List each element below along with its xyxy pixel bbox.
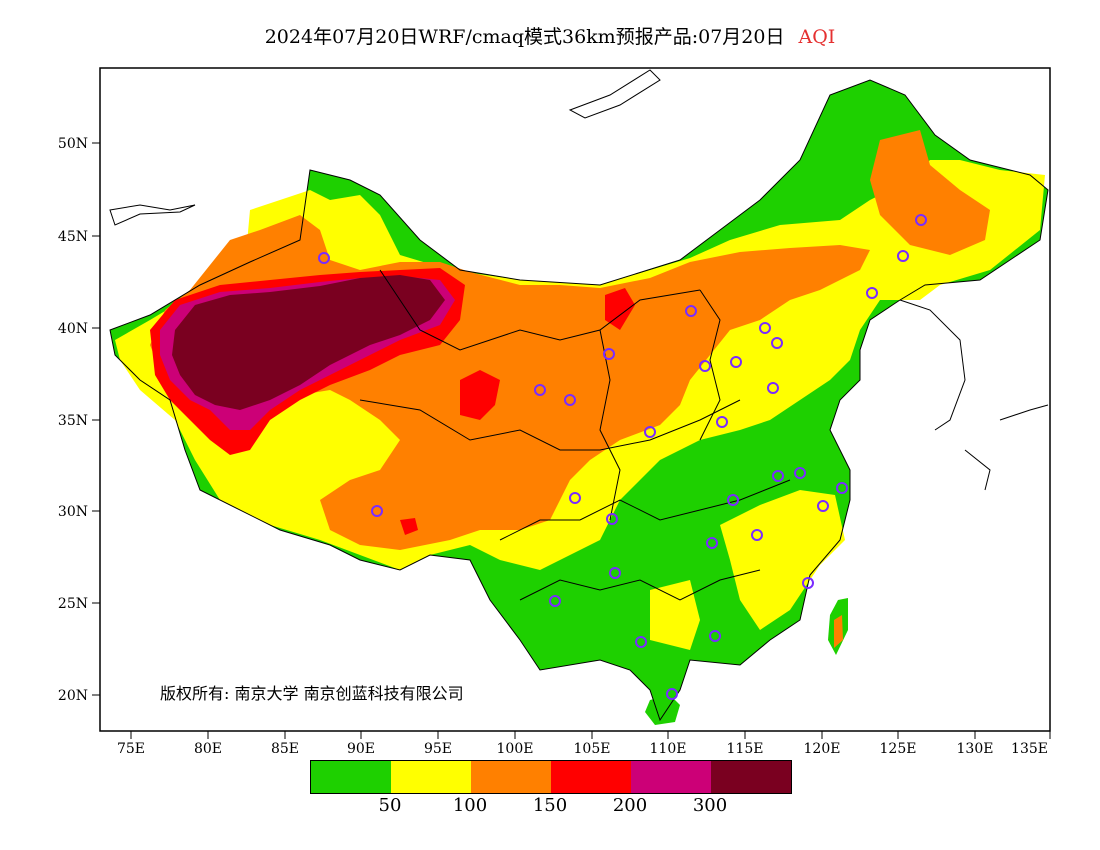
province-line xyxy=(359,399,741,451)
station-marker xyxy=(706,537,718,549)
station-marker xyxy=(644,426,656,438)
station-marker xyxy=(727,494,739,506)
legend-label: 150 xyxy=(532,795,568,816)
station-marker xyxy=(759,322,771,334)
lon-tick-label: 130E xyxy=(957,741,994,757)
province-line xyxy=(519,569,761,601)
station-marker xyxy=(569,492,581,504)
japan-coast xyxy=(964,404,1049,491)
station-marker xyxy=(836,482,848,494)
station-marker xyxy=(549,595,561,607)
legend-label: 100 xyxy=(452,795,488,816)
aqi-region-yellow-s xyxy=(650,580,700,650)
lat-tick-label: 20N xyxy=(58,688,88,704)
station-marker xyxy=(685,305,697,317)
aqi-field xyxy=(110,80,1048,725)
legend-label: 300 xyxy=(692,795,728,816)
station-marker xyxy=(772,470,784,482)
legend-label: 50 xyxy=(378,795,402,816)
lon-tick-label: 90E xyxy=(347,741,375,757)
title-product: AQI xyxy=(798,26,836,48)
lat-labels: 50N 45N 40N 35N 30N 25N 20N xyxy=(58,136,88,704)
station-marker xyxy=(730,356,742,368)
legend-label: 200 xyxy=(612,795,648,816)
legend-swatch xyxy=(471,761,551,793)
station-marker xyxy=(866,287,878,299)
station-marker xyxy=(915,214,927,226)
lon-tick-label: 85E xyxy=(271,741,299,757)
lat-tick-label: 35N xyxy=(58,413,88,429)
lat-tick-label: 25N xyxy=(58,596,88,612)
station-marker xyxy=(371,505,383,517)
lon-labels: 75E 80E 85E 90E 95E 100E 105E 110E 115E … xyxy=(117,741,1048,757)
kazakh-lake xyxy=(109,204,196,226)
station-marker xyxy=(897,250,909,262)
station-marker xyxy=(709,630,721,642)
lon-tick-label: 105E xyxy=(574,741,611,757)
legend-swatch xyxy=(391,761,471,793)
province-line xyxy=(379,269,701,351)
station-marker xyxy=(534,384,546,396)
legend-swatch xyxy=(311,761,391,793)
aqi-region-red-spot2 xyxy=(605,288,635,330)
lon-tick-label: 100E xyxy=(497,741,534,757)
title-main: 2024年07月20日WRF/cmaq模式36km预报产品:07月20日 xyxy=(264,26,785,48)
lat-tick-label: 30N xyxy=(58,504,88,520)
lat-tick-label: 45N xyxy=(58,229,88,245)
lon-tick-label: 120E xyxy=(804,741,841,757)
aqi-region-taiwan-inner xyxy=(834,615,843,648)
aqi-region-orange-ne xyxy=(870,130,990,255)
korea-coast xyxy=(899,299,966,431)
lon-tick-label: 115E xyxy=(727,741,764,757)
lon-tick-label: 125E xyxy=(880,741,917,757)
station-marker xyxy=(564,394,576,406)
station-marker xyxy=(666,688,678,700)
aqi-region-red-spot1 xyxy=(460,370,500,420)
aqi-region-red-spot3 xyxy=(400,518,418,535)
province-line xyxy=(699,289,721,441)
lon-tick-label: 135E xyxy=(1011,741,1048,757)
china-outline xyxy=(109,79,1049,722)
map-title: 2024年07月20日WRF/cmaq模式36km预报产品:07月20日 AQI xyxy=(0,22,1100,49)
color-legend xyxy=(310,760,792,794)
aqi-region-maroon xyxy=(172,275,445,410)
station-marker xyxy=(606,513,618,525)
lat-tick-label: 50N xyxy=(58,136,88,152)
legend-swatch xyxy=(551,761,631,793)
lon-axis xyxy=(130,731,1051,739)
russia-lake xyxy=(568,69,661,119)
copyright-notice: 版权所有: 南京大学 南京创蓝科技有限公司 xyxy=(160,684,464,703)
station-marker xyxy=(751,529,763,541)
borders xyxy=(109,69,1049,722)
aqi-region-yellow-se xyxy=(720,490,845,630)
station-marker xyxy=(794,467,806,479)
station-marker xyxy=(771,337,783,349)
lon-tick-label: 75E xyxy=(117,741,145,757)
legend-swatch xyxy=(631,761,711,793)
stations xyxy=(318,214,927,700)
station-marker xyxy=(635,636,647,648)
station-marker xyxy=(802,577,814,589)
lon-tick-label: 95E xyxy=(424,741,452,757)
station-marker xyxy=(767,382,779,394)
station-marker xyxy=(716,416,728,428)
lat-axis xyxy=(92,142,100,696)
province-line xyxy=(599,329,621,521)
lat-tick-label: 40N xyxy=(58,321,88,337)
lon-tick-label: 80E xyxy=(194,741,222,757)
lon-tick-label: 110E xyxy=(650,741,687,757)
station-marker xyxy=(699,360,711,372)
station-marker xyxy=(817,500,829,512)
station-marker xyxy=(609,567,621,579)
legend-swatch xyxy=(711,761,791,793)
station-marker xyxy=(318,252,330,264)
station-marker xyxy=(603,348,615,360)
province-line xyxy=(499,479,791,541)
map-frame xyxy=(99,67,1051,732)
